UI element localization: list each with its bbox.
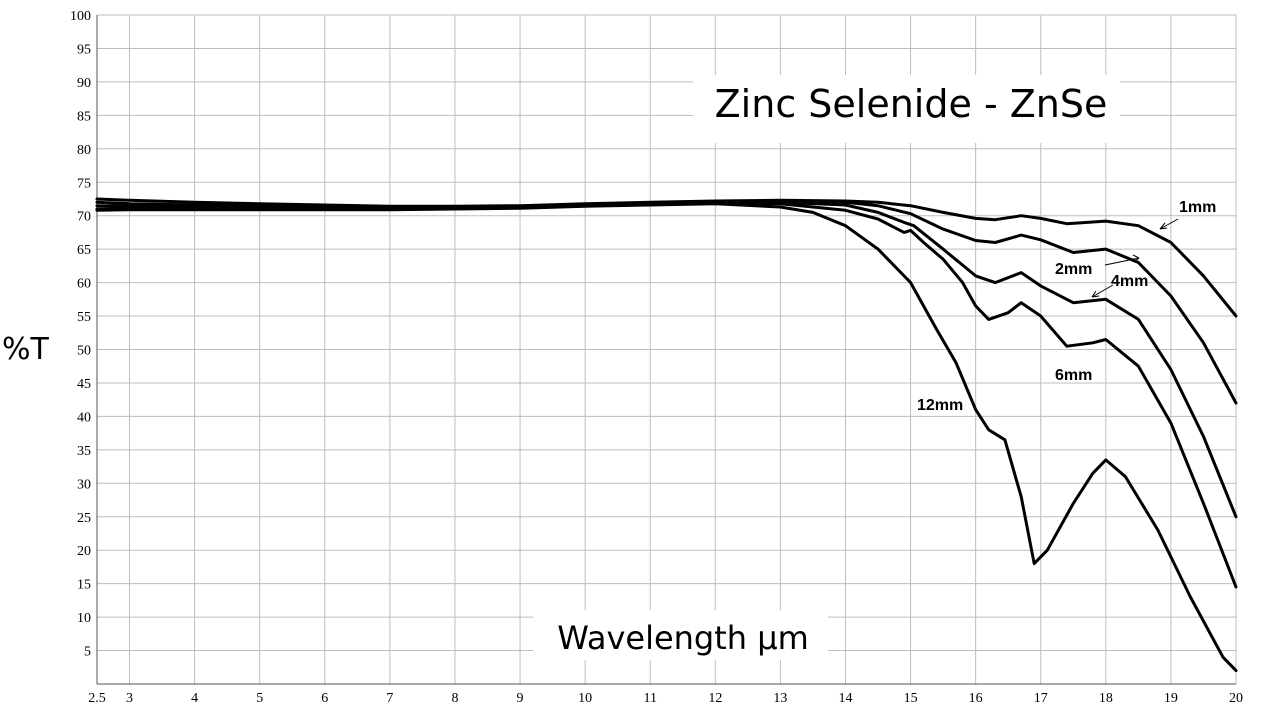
x-tick-label: 14 bbox=[838, 691, 852, 706]
xlabel-background bbox=[533, 610, 828, 660]
x-axis-label: Wavelength µm bbox=[557, 619, 809, 657]
annotation-2mm: 2mm bbox=[1055, 261, 1092, 278]
series-lines bbox=[95, 197, 1238, 673]
x-tick-label: 7 bbox=[386, 691, 393, 706]
y-axis-label: %T bbox=[2, 332, 50, 367]
x-tick-label: 17 bbox=[1034, 691, 1048, 706]
y-tick-label: 35 bbox=[77, 444, 91, 459]
x-tick-label: 5 bbox=[256, 691, 263, 706]
x-tick-label: 9 bbox=[517, 691, 524, 706]
title-background bbox=[693, 75, 1120, 143]
x-tick-label: 16 bbox=[969, 691, 983, 706]
annotation-1mm: 1mm bbox=[1179, 199, 1216, 216]
x-tick-label: 20 bbox=[1229, 691, 1243, 706]
x-tick-label: 15 bbox=[904, 691, 918, 706]
y-tick-label: 10 bbox=[77, 611, 91, 626]
tick-labels: 2.5 3 4 5 6 7 8 9 10 11 12 13 14 15 16 17 18 19 2051015202… bbox=[70, 9, 1243, 706]
x-tick-label: 12 bbox=[708, 691, 722, 706]
chart-title: Zinc Selenide - ZnSe bbox=[715, 82, 1108, 126]
x-tick-label: 18 bbox=[1099, 691, 1113, 706]
pointer-2mm-head bbox=[1132, 254, 1140, 263]
annotation-12mm: 12mm bbox=[917, 397, 963, 414]
annotation-6mm: 6mm bbox=[1055, 367, 1092, 384]
pointer-2mm bbox=[1104, 257, 1140, 266]
y-tick-label: 55 bbox=[77, 310, 91, 325]
y-tick-label: 40 bbox=[77, 410, 91, 425]
axes bbox=[96, 15, 1236, 685]
label-backgrounds bbox=[533, 75, 1120, 660]
y-tick-label: 5 bbox=[84, 645, 91, 660]
y-tick-label: 65 bbox=[77, 243, 91, 258]
y-tick-label: 100 bbox=[70, 9, 91, 24]
pointer-1mm bbox=[1159, 218, 1179, 230]
x-tick-label: 19 bbox=[1164, 691, 1178, 706]
y-tick-label: 80 bbox=[77, 143, 91, 158]
y-tick-label: 30 bbox=[77, 477, 91, 492]
pointer-1mm-head bbox=[1159, 222, 1168, 230]
pointer-4mm-head bbox=[1091, 290, 1100, 298]
series-line-2mm bbox=[95, 199, 1238, 405]
x-tick-label: 8 bbox=[451, 691, 458, 706]
y-tick-label: 90 bbox=[77, 76, 91, 91]
y-tick-label: 60 bbox=[77, 277, 91, 292]
x-tick-label: 2.5 bbox=[88, 691, 106, 706]
y-tick-label: 85 bbox=[77, 109, 91, 124]
x-tick-label: 13 bbox=[773, 691, 787, 706]
series-line-12mm bbox=[95, 202, 1238, 673]
y-tick-label: 75 bbox=[77, 176, 91, 191]
y-tick-label: 15 bbox=[77, 578, 91, 593]
x-tick-label: 4 bbox=[191, 691, 198, 706]
x-tick-label: 11 bbox=[643, 691, 656, 706]
annotation-4mm: 4mm bbox=[1111, 273, 1148, 290]
y-tick-label: 45 bbox=[77, 377, 91, 392]
x-tick-label: 3 bbox=[126, 691, 133, 706]
pointer-4mm bbox=[1091, 284, 1114, 298]
y-tick-label: 70 bbox=[77, 210, 91, 225]
x-tick-label: 10 bbox=[578, 691, 592, 706]
annotations: 1mm 2mm 4mm 6mm 12mm bbox=[917, 199, 1216, 414]
x-tick-label: 6 bbox=[321, 691, 328, 706]
y-tick-label: 50 bbox=[77, 344, 91, 359]
y-tick-label: 20 bbox=[77, 544, 91, 559]
y-tick-label: 25 bbox=[77, 511, 91, 526]
y-tick-label: 95 bbox=[77, 42, 91, 57]
